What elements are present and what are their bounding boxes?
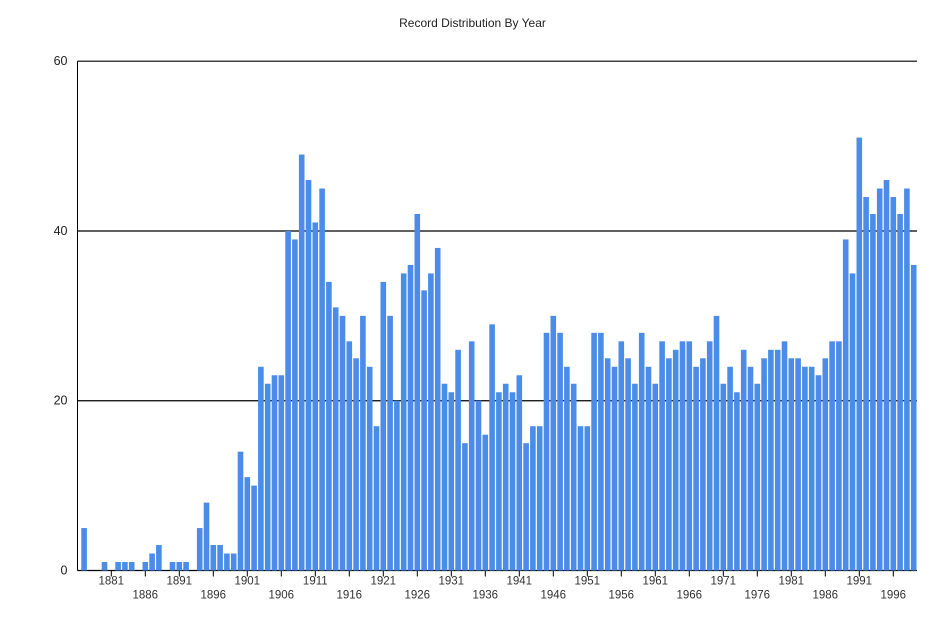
svg-text:40: 40 bbox=[54, 224, 68, 238]
svg-text:1886: 1886 bbox=[133, 590, 159, 602]
svg-text:1941: 1941 bbox=[507, 576, 533, 588]
svg-text:1931: 1931 bbox=[439, 576, 465, 588]
svg-text:1921: 1921 bbox=[371, 576, 397, 588]
svg-text:1901: 1901 bbox=[235, 576, 261, 588]
svg-text:1996: 1996 bbox=[881, 590, 907, 602]
svg-text:1946: 1946 bbox=[541, 590, 567, 602]
svg-text:1976: 1976 bbox=[745, 590, 771, 602]
svg-text:1906: 1906 bbox=[269, 590, 295, 602]
svg-text:1911: 1911 bbox=[303, 576, 328, 588]
svg-text:1896: 1896 bbox=[201, 590, 227, 602]
svg-text:1951: 1951 bbox=[575, 576, 601, 588]
svg-text:1986: 1986 bbox=[813, 590, 839, 602]
svg-text:1926: 1926 bbox=[405, 590, 431, 602]
svg-text:1936: 1936 bbox=[473, 590, 499, 602]
svg-text:1961: 1961 bbox=[643, 576, 669, 588]
svg-text:1916: 1916 bbox=[337, 590, 363, 602]
svg-text:1891: 1891 bbox=[167, 576, 193, 588]
svg-text:1881: 1881 bbox=[99, 576, 125, 588]
svg-text:1981: 1981 bbox=[779, 576, 805, 588]
svg-text:0: 0 bbox=[61, 564, 68, 578]
svg-text:1971: 1971 bbox=[711, 576, 737, 588]
svg-text:60: 60 bbox=[54, 54, 68, 68]
svg-text:1966: 1966 bbox=[677, 590, 703, 602]
svg-text:1956: 1956 bbox=[609, 590, 635, 602]
svg-text:1991: 1991 bbox=[847, 576, 873, 588]
svg-text:20: 20 bbox=[54, 394, 68, 408]
